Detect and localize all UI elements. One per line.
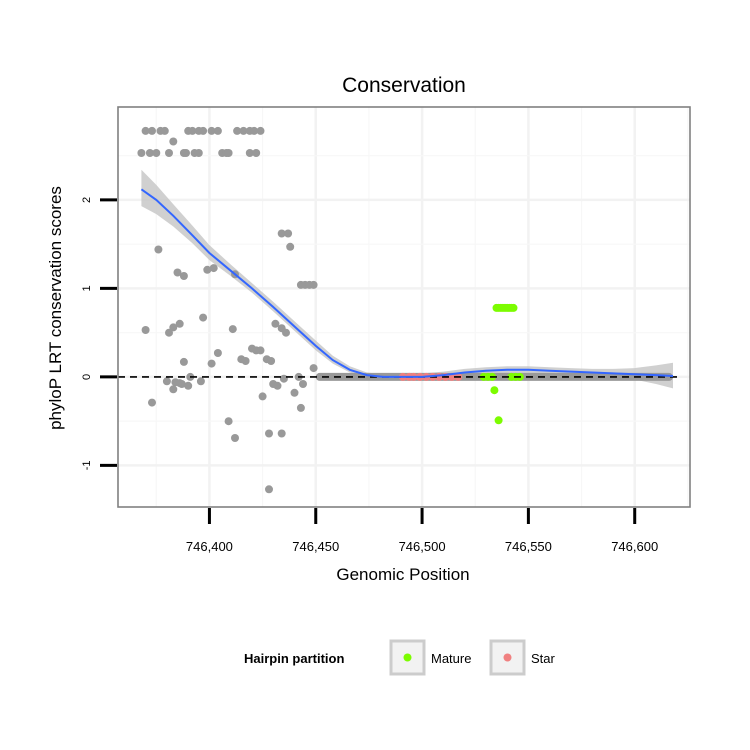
data-point-other bbox=[245, 149, 254, 157]
data-point-other bbox=[267, 357, 276, 365]
data-point-other bbox=[233, 126, 242, 135]
data-point-other bbox=[179, 272, 188, 280]
x-axis-title: Genomic Position bbox=[336, 565, 469, 584]
legend-entry-mature: Mature bbox=[389, 639, 471, 676]
data-point-other bbox=[169, 385, 178, 394]
x-axis-ticks: 746,400 746,450 746,500 746,550 746,600 bbox=[186, 508, 658, 554]
smoothed-fit-line bbox=[140, 188, 674, 378]
data-point-other bbox=[137, 149, 146, 157]
data-point-other bbox=[213, 349, 222, 357]
data-point-other bbox=[165, 149, 173, 157]
data-point-other bbox=[296, 403, 305, 412]
y-tick-label: -1 bbox=[81, 461, 93, 471]
data-point-other bbox=[207, 359, 216, 368]
data-point-other bbox=[148, 398, 156, 407]
data-point-other bbox=[152, 149, 161, 157]
data-point-other bbox=[184, 381, 193, 390]
data-point-other bbox=[141, 326, 150, 334]
data-point-other bbox=[258, 392, 267, 401]
data-point-other bbox=[277, 429, 286, 438]
data-point-other bbox=[179, 357, 188, 366]
y-axis-ticks: -1 0 1 2 bbox=[81, 197, 117, 470]
x-tick-label: 746,500 bbox=[399, 539, 446, 554]
data-point-other bbox=[282, 328, 290, 337]
data-point-other bbox=[162, 377, 171, 386]
data-point-other bbox=[256, 346, 265, 355]
data-point-other bbox=[169, 323, 178, 332]
data-point-other bbox=[199, 313, 208, 322]
data-point-other bbox=[154, 245, 163, 254]
data-point-other bbox=[290, 388, 299, 397]
x-tick-label: 746,450 bbox=[292, 539, 339, 554]
data-point-other bbox=[273, 381, 282, 390]
data-point-other bbox=[160, 126, 169, 135]
points-layer bbox=[118, 126, 680, 494]
data-point-other bbox=[265, 429, 273, 438]
y-tick-label: 0 bbox=[81, 374, 93, 380]
data-point-other bbox=[284, 229, 293, 238]
data-point-other bbox=[148, 126, 156, 135]
legend-swatch-mature bbox=[403, 653, 412, 662]
data-point-other bbox=[309, 364, 318, 373]
data-point-other bbox=[241, 357, 250, 365]
data-point-other bbox=[239, 126, 248, 135]
x-tick-label: 746,550 bbox=[505, 539, 552, 554]
data-point-other bbox=[224, 417, 233, 426]
data-point-other bbox=[141, 126, 150, 135]
y-tick-label: 1 bbox=[81, 285, 93, 291]
legend-entry-star: Star bbox=[489, 639, 556, 676]
data-point-other bbox=[252, 149, 261, 157]
data-point-other bbox=[199, 126, 208, 135]
legend-label-mature: Mature bbox=[431, 651, 471, 666]
data-point-other bbox=[213, 126, 222, 135]
data-point-other bbox=[209, 264, 218, 273]
data-point-other bbox=[286, 242, 295, 251]
data-point-other bbox=[171, 378, 180, 387]
chart-title: Conservation bbox=[342, 74, 466, 97]
panel-border bbox=[117, 106, 691, 508]
data-point-other bbox=[299, 380, 307, 388]
data-point-other bbox=[224, 149, 233, 157]
data-point-other bbox=[231, 434, 239, 442]
data-point-other bbox=[196, 377, 205, 386]
fit-layer bbox=[140, 188, 674, 378]
data-point-other bbox=[175, 319, 184, 328]
x-tick-label: 746,400 bbox=[186, 539, 233, 554]
data-point-other bbox=[145, 149, 154, 157]
legend-key-star bbox=[489, 639, 526, 676]
legend: Hairpin partition Mature Star bbox=[244, 639, 556, 676]
y-tick-label: 2 bbox=[81, 197, 93, 203]
data-point-other bbox=[207, 126, 216, 135]
y-axis-title: phyloP LRT conservation scores bbox=[46, 186, 65, 430]
legend-swatch-star bbox=[503, 653, 512, 662]
data-point-other bbox=[309, 280, 318, 289]
data-point-mature bbox=[509, 303, 518, 312]
x-tick-label: 746,600 bbox=[611, 539, 658, 554]
data-point-other bbox=[173, 268, 182, 277]
data-point-other bbox=[277, 229, 286, 238]
legend-title: Hairpin partition bbox=[244, 651, 344, 666]
data-point-other bbox=[279, 374, 288, 383]
data-point-other bbox=[165, 328, 173, 337]
data-point-other bbox=[194, 149, 203, 157]
data-point-other bbox=[228, 325, 237, 334]
data-point-other bbox=[256, 126, 265, 135]
data-point-other bbox=[188, 126, 197, 135]
data-point-other bbox=[250, 126, 259, 135]
data-point-mature bbox=[490, 386, 499, 395]
data-point-other bbox=[271, 319, 280, 328]
legend-label-star: Star bbox=[531, 651, 556, 666]
data-point-other bbox=[177, 380, 186, 388]
data-point-other bbox=[169, 137, 178, 146]
data-point-mature bbox=[494, 416, 503, 425]
data-point-other bbox=[203, 265, 212, 274]
data-point-other bbox=[182, 149, 190, 157]
data-point-other bbox=[265, 485, 273, 494]
